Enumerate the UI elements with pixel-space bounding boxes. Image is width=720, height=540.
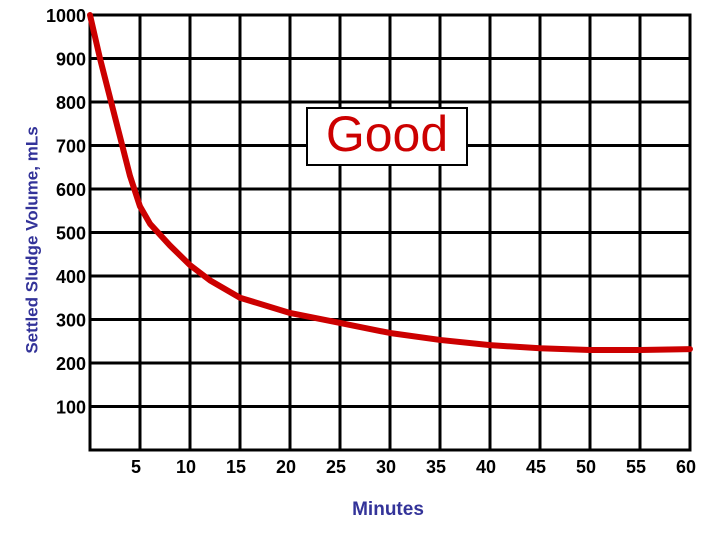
y-tick-label: 300 (56, 310, 86, 330)
x-tick-label: 5 (131, 457, 141, 477)
y-tick-label: 800 (56, 93, 86, 113)
y-tick-label: 500 (56, 223, 86, 243)
y-tick-label: 100 (56, 397, 86, 417)
y-tick-label: 700 (56, 136, 86, 156)
annotation-box (306, 107, 468, 166)
x-tick-label: 50 (576, 457, 596, 477)
x-tick-label: 40 (476, 457, 496, 477)
data-line (87, 12, 693, 353)
x-tick-label: 45 (526, 457, 546, 477)
x-axis-label: Minutes (352, 499, 424, 520)
x-tick-label: 15 (226, 457, 246, 477)
annotation: Good (326, 106, 448, 162)
x-tick-label: 60 (676, 457, 696, 477)
y-tick-label: 400 (56, 267, 86, 287)
y-tick-label: 600 (56, 180, 86, 200)
y-tick-label: 1000 (46, 6, 86, 26)
x-tick-label: 35 (426, 457, 446, 477)
x-tick-label: 55 (626, 457, 646, 477)
x-tick-label: 20 (276, 457, 296, 477)
x-tick-label: 25 (326, 457, 346, 477)
y-tick-label: 900 (56, 49, 86, 69)
x-tick-label: 10 (176, 457, 196, 477)
x-tick-label: 30 (376, 457, 396, 477)
y-tick-label: 200 (56, 354, 86, 374)
y-axis-label: Settled Sludge Volume, mLs (22, 126, 41, 353)
